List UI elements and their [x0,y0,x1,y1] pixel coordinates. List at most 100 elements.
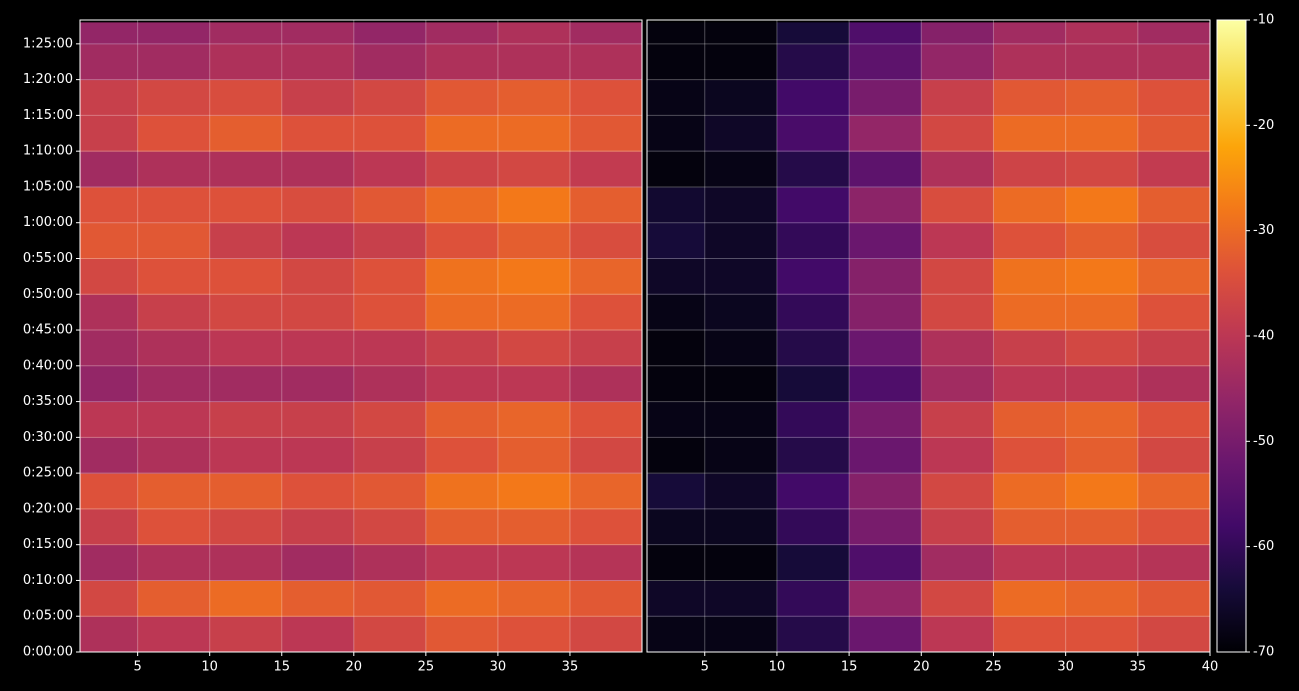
heat-cell [647,151,706,188]
heat-cell [1065,222,1139,259]
heat-cell [776,365,850,403]
heat-cell [849,186,922,224]
heat-cell [353,79,427,116]
heat-cell [425,330,499,367]
heat-cell [497,43,571,81]
heat-cell [647,616,706,653]
y-tick-label: 1:15:00 [23,108,73,123]
heat-cell [1137,43,1211,81]
y-tick-label: 0:45:00 [23,323,73,338]
heat-cell [921,544,994,581]
heat-cell [704,43,778,81]
x-tick-label: 5 [134,660,142,675]
heat-cell [353,22,427,45]
heat-cell [425,115,499,152]
heat-cell [993,616,1067,653]
heat-cell [993,79,1067,116]
heat-cell [80,186,139,224]
heat-cell [993,330,1067,367]
heat-cell [80,79,139,116]
heat-cell [80,580,139,617]
heat-cell [647,43,706,81]
heat-cell [137,544,211,581]
heat-cell [209,365,283,403]
colorbar-tick-label: -40 [1253,329,1274,344]
heat-cell [1137,258,1211,295]
heat-cell [353,222,427,259]
heat-cell [647,508,706,546]
heat-cell [1065,437,1139,474]
x-tick-label: 40 [1202,660,1219,675]
heat-cell [1065,22,1139,45]
heat-cell [569,186,643,224]
heat-cell [209,79,283,116]
heat-cell [80,222,139,259]
heat-cell [137,330,211,367]
y-tick-label: 1:20:00 [23,72,73,87]
heat-cell [1065,401,1139,438]
heat-cell [353,473,427,510]
heat-cell [569,22,643,45]
heat-cell [425,258,499,295]
x-tick-label: 25 [418,660,435,675]
heat-cell [137,79,211,116]
heat-cell [569,79,643,116]
heat-cell [1137,186,1211,224]
heat-cell [849,22,922,45]
heat-cell [704,365,778,403]
heat-cell [1137,22,1211,45]
heat-cell [497,22,571,45]
heat-cell [569,544,643,581]
heat-cell [209,437,283,474]
heat-cell [80,43,139,81]
y-tick-label: 0:30:00 [23,430,73,445]
heat-cell [1065,508,1139,546]
heat-cell [647,401,706,438]
heat-cell [704,294,778,331]
heat-cell [776,580,850,617]
heat-cell [993,151,1067,188]
heat-cell [647,330,706,367]
heat-cell [80,544,139,581]
heat-cell [281,22,355,45]
heat-cell [704,401,778,438]
y-tick-label: 1:00:00 [23,215,73,230]
heat-cell [921,508,994,546]
heat-cell [353,258,427,295]
y-tick-label: 0:00:00 [23,645,73,660]
heat-cell [80,294,139,331]
heat-cell [497,544,571,581]
heat-cell [647,22,706,45]
heat-cell [209,330,283,367]
heat-cell [281,186,355,224]
x-tick-label: 30 [1057,660,1074,675]
heat-cell [1137,365,1211,403]
heat-cell [704,330,778,367]
colorbar-tick-label: -10 [1253,13,1274,28]
heat-cell [849,258,922,295]
colorbar-tick-label: -30 [1253,223,1274,238]
heat-cell [993,401,1067,438]
heat-cell [776,330,850,367]
heat-cell [569,258,643,295]
heat-cell [137,222,211,259]
heat-cell [281,473,355,510]
heat-cell [993,43,1067,81]
heat-cell [1137,473,1211,510]
heat-cell [137,508,211,546]
heat-cell [281,151,355,188]
heat-cell [137,22,211,45]
x-tick-label: 30 [490,660,507,675]
colorbar-tick-label: -70 [1253,645,1274,660]
heat-cell [1065,151,1139,188]
x-tick-label: 20 [346,660,363,675]
heat-cell [137,580,211,617]
heat-cell [353,330,427,367]
heat-cell [647,437,706,474]
heat-cell [353,186,427,224]
heat-cell [647,365,706,403]
heat-cell [993,508,1067,546]
heat-cell [993,186,1067,224]
heat-cell [569,616,643,653]
heat-cell [281,508,355,546]
